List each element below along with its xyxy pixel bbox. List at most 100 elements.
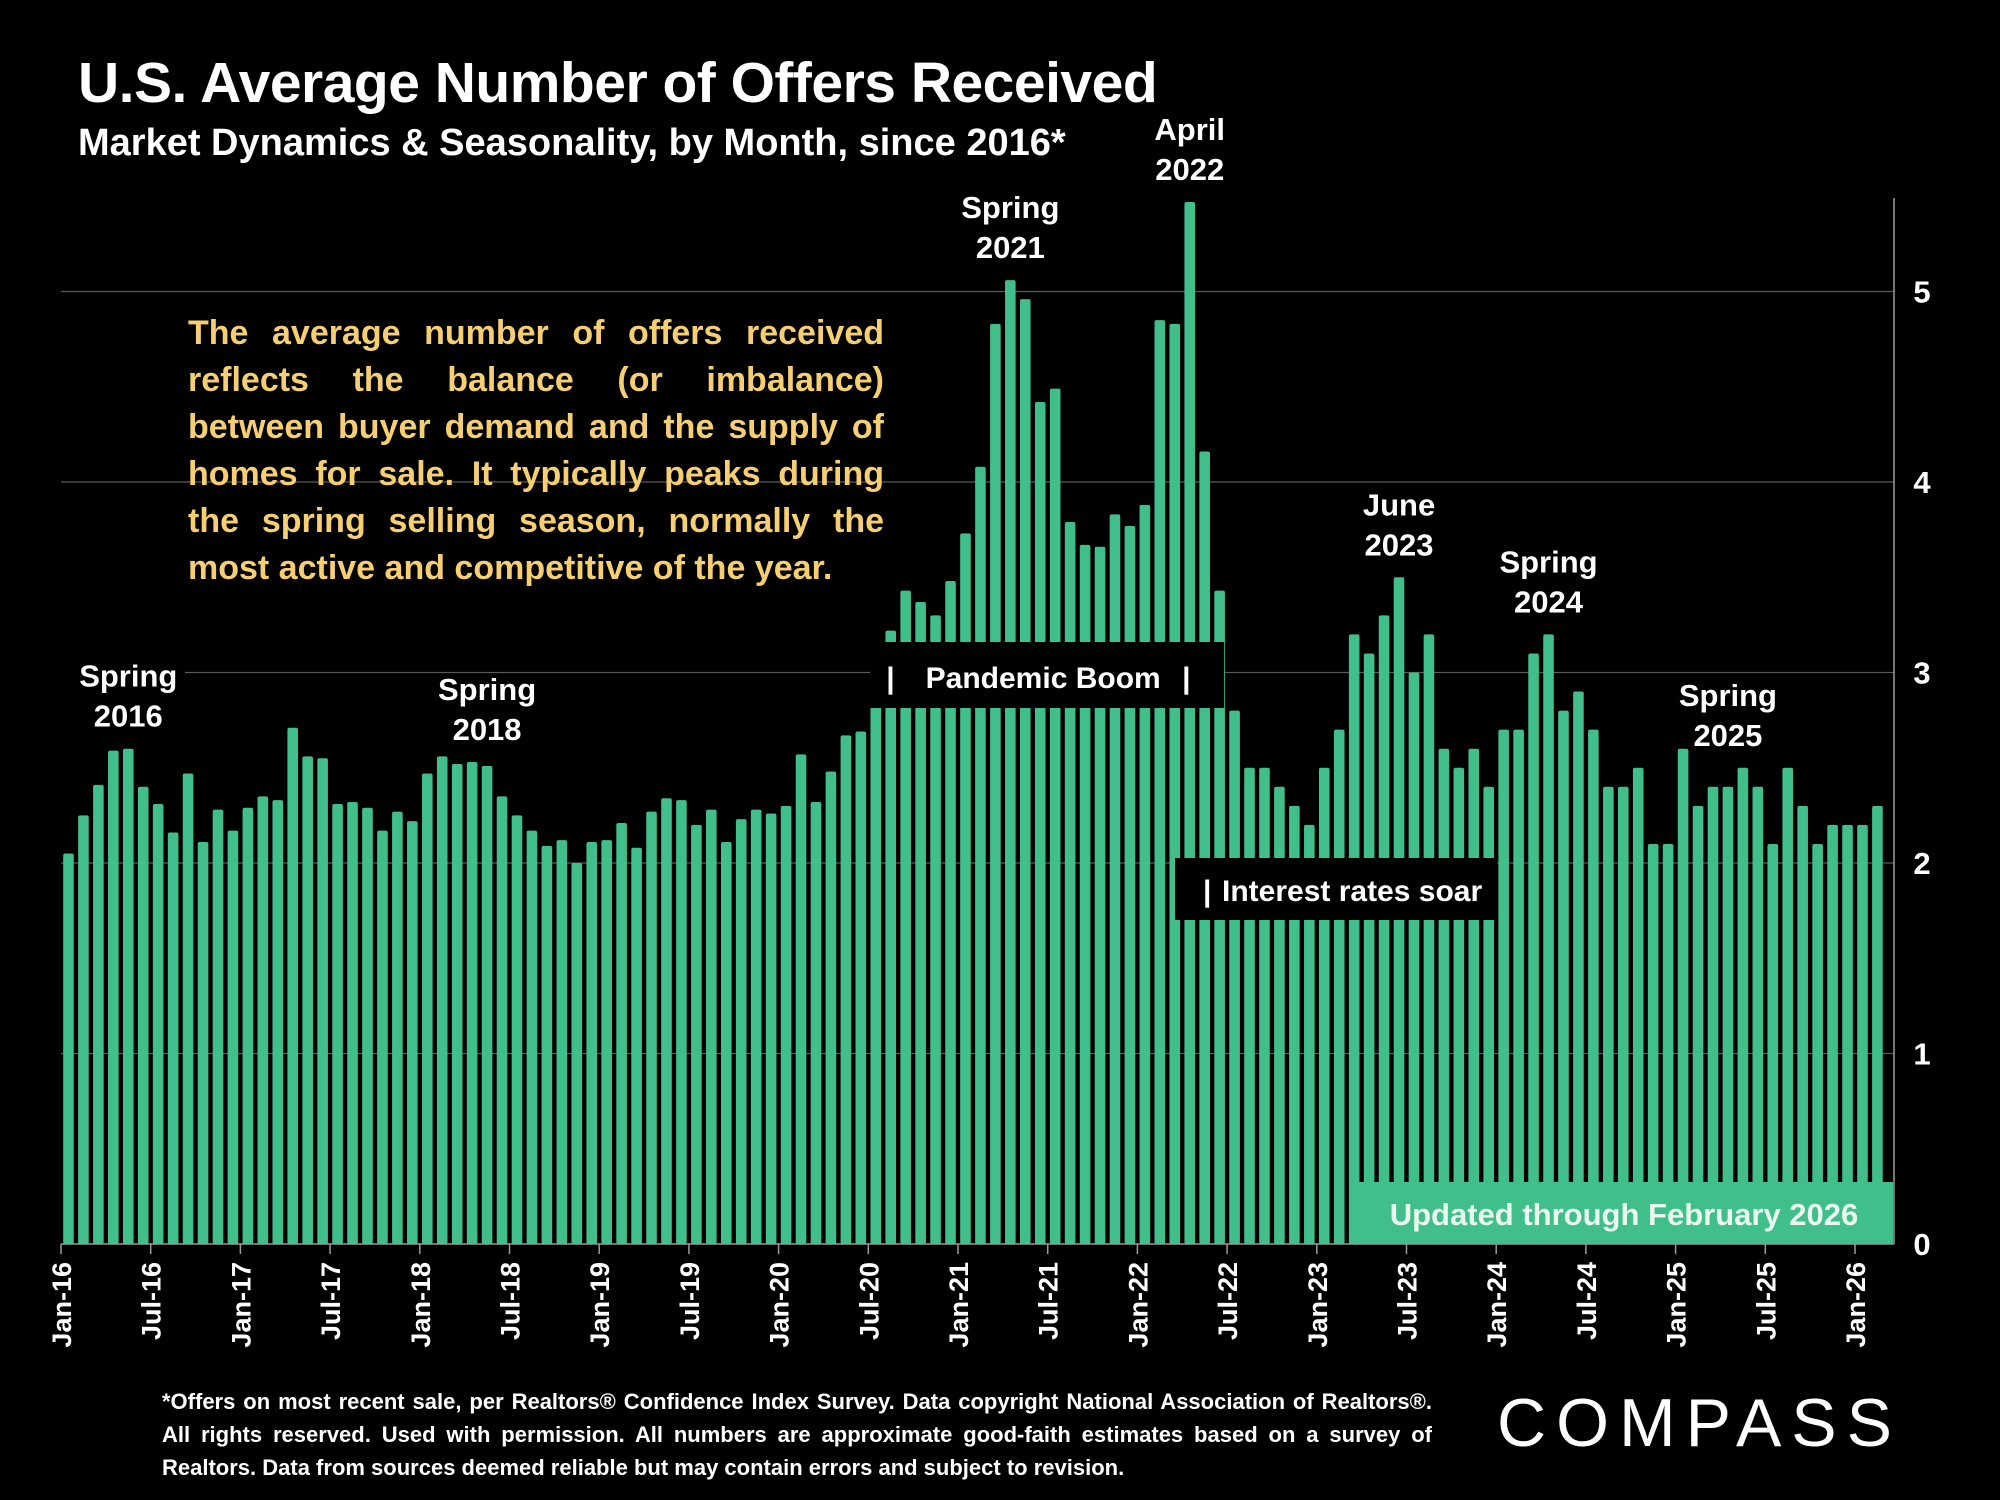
bar-78	[1229, 710, 1240, 1244]
bar-35	[586, 842, 598, 1244]
bar-8	[182, 773, 194, 1244]
annotation-line2: 2018	[453, 712, 522, 747]
annotation-line2: 2024	[1514, 584, 1584, 619]
bar-104	[1617, 786, 1629, 1244]
annotation-line1: Spring	[1499, 544, 1597, 579]
y-tick-label-0: 0	[1913, 1227, 1930, 1262]
bar-24	[421, 773, 433, 1244]
bar-12	[242, 807, 254, 1244]
bar-84	[1318, 767, 1330, 1244]
bar-40	[661, 798, 672, 1244]
bar-49	[795, 754, 807, 1244]
annotation-line2: 2021	[976, 230, 1045, 265]
bar-112	[1737, 767, 1749, 1244]
bar-46	[750, 809, 762, 1244]
annotation-line1: Spring	[1679, 678, 1777, 713]
bar-42	[691, 824, 702, 1244]
pandemic-box	[870, 642, 1225, 708]
x-tick-label: Jul-22	[1213, 1262, 1243, 1340]
pandemic-label: Pandemic Boom	[926, 662, 1161, 695]
x-tick-label: Jul-21	[1034, 1262, 1064, 1340]
bar-71	[1124, 525, 1136, 1244]
bar-7	[167, 832, 179, 1244]
x-tick-label: Jul-23	[1393, 1262, 1423, 1340]
x-axis: Jan-16 Jul-16 Jan-17 Jul-17 Jan-18 Jul-18 Jan-…	[47, 1243, 1894, 1348]
bar-97	[1513, 729, 1524, 1244]
bar-109	[1692, 805, 1704, 1244]
bar-88	[1378, 615, 1390, 1244]
y-axis: 0 1 2 3 4 5	[1893, 198, 1931, 1262]
bar-69	[1094, 546, 1106, 1244]
bar-36	[601, 840, 612, 1244]
bar-102	[1588, 729, 1599, 1244]
x-tick-label: Jan-23	[1303, 1262, 1333, 1348]
bar-41	[676, 800, 687, 1244]
bar-21	[377, 830, 388, 1244]
bar-23	[407, 821, 418, 1244]
bar-103	[1603, 786, 1614, 1244]
callouts: | Pandemic Boom | | Interest rates soar Updat…	[870, 642, 1893, 1244]
bar-34	[571, 863, 583, 1244]
bar-18	[332, 803, 343, 1244]
x-tick-label: Jul-24	[1572, 1262, 1602, 1340]
bar-3	[108, 750, 119, 1244]
bar-68	[1079, 544, 1091, 1244]
x-tick-label: Jan-20	[765, 1262, 795, 1348]
bar-38	[631, 847, 642, 1244]
bar-64	[1019, 299, 1031, 1244]
bar-15	[287, 727, 299, 1244]
bar-85	[1333, 729, 1345, 1244]
annotation-line2: 2022	[1155, 152, 1224, 187]
bar-93	[1453, 767, 1465, 1244]
bar-95	[1483, 786, 1495, 1244]
x-tick-label: Jul-25	[1751, 1262, 1781, 1340]
bar-99	[1543, 634, 1554, 1244]
bar-22	[392, 811, 403, 1244]
annotation-line2: 2016	[94, 699, 163, 734]
bar-20	[362, 807, 373, 1244]
bar-60	[960, 533, 971, 1244]
x-tick-label: Jul-17	[316, 1262, 346, 1340]
bar-91	[1423, 634, 1435, 1244]
bar-1	[78, 815, 89, 1244]
bar-106	[1647, 843, 1659, 1244]
bar-72	[1139, 504, 1151, 1244]
bar-100	[1558, 710, 1569, 1244]
bar-111	[1722, 786, 1734, 1244]
bar-0	[63, 853, 74, 1244]
bar-9	[197, 842, 209, 1244]
x-tick-label: Jan-21	[944, 1262, 974, 1348]
y-tick-label-1: 1	[1913, 1037, 1930, 1072]
bar-53	[855, 731, 867, 1244]
bar-52	[840, 735, 852, 1244]
bar-121	[1872, 805, 1883, 1244]
footnote: *Offers on most recent sale, per Realtor…	[162, 1389, 1432, 1480]
bar-80	[1259, 767, 1270, 1244]
bar-13	[257, 796, 269, 1244]
rates-label: Interest rates soar	[1222, 875, 1482, 908]
bar-107	[1662, 843, 1674, 1244]
bar-81	[1274, 786, 1285, 1244]
bar-70	[1109, 514, 1121, 1244]
bar-54	[870, 672, 882, 1244]
bar-66	[1049, 388, 1061, 1244]
bar-113	[1752, 786, 1764, 1244]
bar-43	[706, 809, 717, 1244]
bar-76	[1199, 451, 1210, 1244]
y-tick-label-5: 5	[1913, 275, 1930, 310]
chart-title: U.S. Average Number of Offers Received	[78, 51, 1158, 115]
bar-90	[1408, 672, 1420, 1244]
chart-subtitle: Market Dynamics & Seasonality, by Month,…	[78, 122, 1066, 164]
bar-4	[122, 748, 134, 1244]
bar-119	[1842, 824, 1853, 1244]
bar-47	[765, 813, 777, 1244]
bar-44	[720, 842, 732, 1244]
bar-26	[451, 763, 463, 1244]
bar-5	[137, 786, 149, 1244]
x-tick-label: Jul-19	[675, 1262, 705, 1340]
updated-label: Updated through February 2026	[1390, 1197, 1859, 1232]
bar-11	[227, 830, 239, 1244]
bar-75	[1184, 201, 1196, 1245]
bar-92	[1438, 748, 1450, 1244]
bar-48	[780, 805, 792, 1244]
